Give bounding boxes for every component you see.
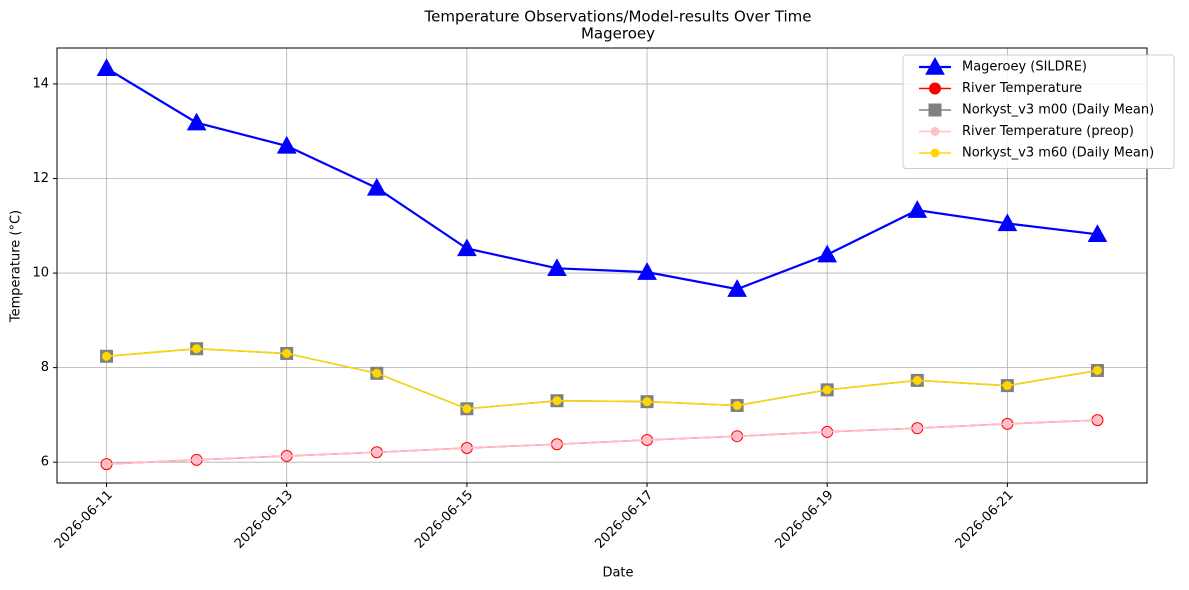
legend-label: River Temperature (962, 81, 1082, 96)
marker (1002, 419, 1012, 429)
marker (732, 400, 742, 410)
legend-marker (929, 82, 941, 95)
marker (457, 238, 477, 257)
marker (462, 443, 472, 453)
y-tick-label: 8 (41, 360, 49, 375)
marker (102, 351, 112, 361)
marker (282, 348, 292, 358)
marker (732, 431, 742, 441)
x-axis-label: Date (602, 566, 633, 581)
marker (822, 385, 832, 395)
legend-label: Mageroey (SILDRE) (962, 60, 1087, 75)
marker (96, 58, 117, 77)
marker (1087, 224, 1108, 242)
y-tick-label: 14 (32, 76, 49, 91)
series-line (105, 67, 1098, 291)
legend-label: River Temperature (preop) (962, 124, 1134, 139)
marker (822, 427, 832, 437)
legend-marker (925, 56, 945, 75)
marker (372, 447, 382, 457)
marker (462, 404, 472, 414)
y-axis-label: Temperature (°C) (9, 210, 24, 323)
marker (372, 368, 382, 378)
x-tick-label: 2026-06-13 (232, 488, 296, 552)
marker (997, 213, 1018, 232)
legend-box (902, 54, 1175, 169)
marker (637, 262, 657, 280)
y-tick-label: 12 (32, 171, 49, 186)
marker (276, 135, 297, 154)
y-tick-label: 10 (32, 266, 49, 281)
marker (547, 258, 567, 277)
series-line (106, 419, 1098, 465)
marker (727, 279, 747, 297)
x-tick-label: 2026-06-17 (592, 488, 656, 552)
marker (102, 459, 112, 469)
chart-title: Temperature Observations/Model-results O… (423, 8, 811, 26)
marker (1092, 365, 1102, 375)
marker (907, 200, 928, 218)
chart-subtitle: Mageroey (581, 25, 655, 43)
marker (912, 375, 922, 385)
marker (186, 112, 207, 131)
legend-marker (930, 148, 940, 158)
x-tick-label: 2026-06-11 (52, 488, 116, 552)
x-tick-label: 2026-06-19 (772, 488, 836, 552)
legend-label: Norkyst_v3 m60 (Daily Mean) (962, 146, 1154, 161)
marker (1002, 381, 1012, 391)
marker (642, 397, 652, 407)
marker (552, 396, 562, 406)
legend-marker (928, 103, 942, 117)
marker (642, 435, 652, 445)
legend-label: Norkyst_v3 m00 (Daily Mean) (962, 103, 1154, 118)
marker (192, 344, 202, 354)
legend-marker (930, 127, 940, 136)
marker (817, 244, 838, 263)
marker (552, 439, 562, 449)
marker (282, 451, 292, 461)
marker (912, 423, 922, 433)
marker (192, 455, 202, 465)
marker (1092, 415, 1102, 425)
x-tick-label: 2026-06-15 (412, 488, 476, 552)
series-line (106, 347, 1098, 410)
marker (366, 177, 387, 196)
x-tick-label: 2026-06-21 (953, 488, 1017, 552)
series-line (106, 347, 1098, 410)
plot-frame (56, 47, 1148, 484)
y-tick-label: 6 (41, 455, 49, 470)
